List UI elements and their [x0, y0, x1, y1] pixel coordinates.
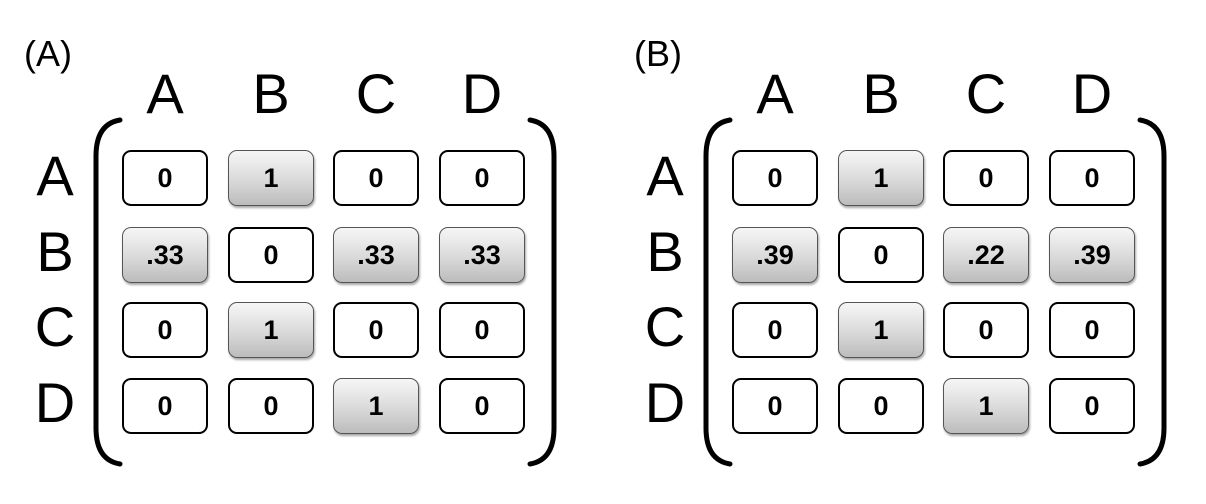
- left-bracket: [93, 117, 123, 467]
- row-header-d: D: [644, 371, 686, 434]
- matrix-cell-a-d: 0: [439, 150, 525, 206]
- matrix-cell-c-b: 1: [228, 302, 314, 358]
- column-header-b: B: [252, 62, 290, 125]
- matrix-cell-a-b: 1: [838, 150, 924, 206]
- right-bracket: [1137, 117, 1167, 467]
- matrix-cell-d-a: 0: [732, 378, 818, 434]
- matrix-cell-c-c: 0: [943, 302, 1029, 358]
- matrix-cell-c-a: 0: [732, 302, 818, 358]
- matrix-cell-b-a: .33: [122, 227, 208, 283]
- row-header-c: C: [34, 295, 76, 358]
- matrix-cell-b-b: 0: [838, 227, 924, 283]
- panel-label-b: (B): [634, 33, 682, 74]
- matrix-cell-d-b: 0: [838, 378, 924, 434]
- right-bracket: [527, 117, 557, 467]
- matrix-cell-d-d: 0: [439, 378, 525, 434]
- matrix-cell-b-d: .33: [439, 227, 525, 283]
- column-header-d: D: [1071, 62, 1113, 125]
- matrix-cell-b-b: 0: [228, 227, 314, 283]
- matrix-cell-b-c: .33: [333, 227, 419, 283]
- row-header-d: D: [34, 371, 76, 434]
- row-header-c: C: [644, 295, 686, 358]
- matrix-cell-a-a: 0: [732, 150, 818, 206]
- matrix-cell-b-a: .39: [732, 227, 818, 283]
- left-bracket: [703, 117, 733, 467]
- column-header-a: A: [756, 62, 794, 125]
- column-header-a: A: [146, 62, 184, 125]
- matrix-cell-d-a: 0: [122, 378, 208, 434]
- matrix-panel-b: (B) A B C D A B C D 0 1 0 0.39 0.22.39 0 1 0 0 0 0 1 0: [610, 0, 1170, 504]
- matrix-cell-b-c: .22: [943, 227, 1029, 283]
- matrix-cell-d-b: 0: [228, 378, 314, 434]
- row-header-b: B: [646, 220, 684, 283]
- matrix-cell-a-c: 0: [943, 150, 1029, 206]
- column-header-c: C: [355, 62, 397, 125]
- column-header-c: C: [965, 62, 1007, 125]
- matrix-cell-c-d: 0: [439, 302, 525, 358]
- panel-label-a: (A): [24, 33, 72, 74]
- matrix-cell-a-b: 1: [228, 150, 314, 206]
- row-header-a: A: [646, 144, 684, 207]
- matrix-cell-a-c: 0: [333, 150, 419, 206]
- matrix-cell-c-d: 0: [1049, 302, 1135, 358]
- matrix-cell-c-c: 0: [333, 302, 419, 358]
- row-header-a: A: [36, 144, 74, 207]
- column-header-b: B: [862, 62, 900, 125]
- matrix-cell-a-d: 0: [1049, 150, 1135, 206]
- matrix-cell-d-c: 1: [333, 378, 419, 434]
- matrix-cell-d-d: 0: [1049, 378, 1135, 434]
- matrix-cell-c-b: 1: [838, 302, 924, 358]
- column-header-d: D: [461, 62, 503, 125]
- matrix-panel-a: (A) A B C D A B C D 0 1 0 0.33 0.33.33 0 1 0 0 0 0 1 0: [0, 0, 560, 504]
- row-header-b: B: [36, 220, 74, 283]
- matrix-cell-b-d: .39: [1049, 227, 1135, 283]
- matrix-cell-c-a: 0: [122, 302, 208, 358]
- matrix-cell-d-c: 1: [943, 378, 1029, 434]
- matrix-cell-a-a: 0: [122, 150, 208, 206]
